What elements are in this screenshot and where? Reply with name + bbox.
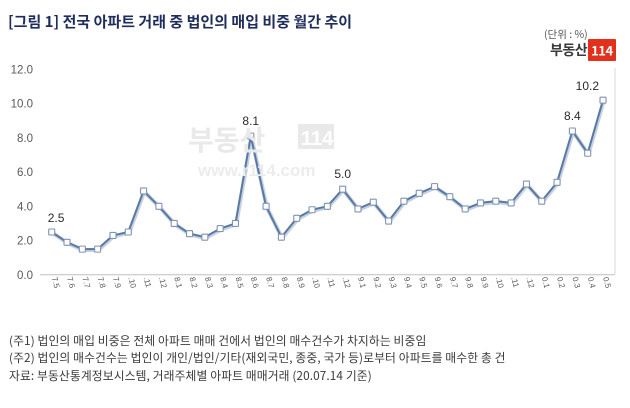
svg-text:8.9: 8.9 — [295, 276, 307, 290]
svg-text:0.2: 0.2 — [555, 276, 567, 290]
svg-text:7.7: 7.7 — [80, 276, 92, 290]
svg-text:8.5: 8.5 — [234, 276, 246, 290]
svg-text:.10: .10 — [310, 276, 322, 290]
svg-text:4.0: 4.0 — [17, 201, 33, 213]
svg-text:8.3: 8.3 — [203, 276, 215, 290]
svg-text:5.0: 5.0 — [334, 167, 351, 181]
svg-text:8.8: 8.8 — [279, 276, 291, 290]
svg-text:12.0: 12.0 — [11, 64, 33, 76]
svg-text:10.0: 10.0 — [11, 99, 33, 111]
svg-text:7.5: 7.5 — [50, 276, 62, 290]
svg-text:9.5: 9.5 — [417, 276, 429, 290]
svg-text:8.4: 8.4 — [218, 276, 230, 290]
svg-text:.10: .10 — [494, 276, 506, 290]
svg-text:7.9: 7.9 — [111, 276, 123, 290]
svg-text:9.4: 9.4 — [402, 276, 414, 290]
svg-text:9.7: 9.7 — [448, 276, 460, 290]
svg-text:6.0: 6.0 — [17, 167, 33, 179]
svg-text:9.2: 9.2 — [371, 276, 383, 290]
svg-text:.12: .12 — [157, 276, 169, 290]
svg-text:.12: .12 — [524, 276, 536, 290]
svg-text:8.0: 8.0 — [17, 133, 33, 145]
svg-text:9.6: 9.6 — [433, 276, 445, 290]
svg-text:0.5: 0.5 — [601, 276, 613, 290]
svg-text:8.1: 8.1 — [242, 114, 259, 128]
svg-text:9.9: 9.9 — [479, 276, 491, 290]
svg-text:7.6: 7.6 — [65, 276, 77, 290]
svg-text:8.4: 8.4 — [564, 109, 581, 123]
svg-text:9.1: 9.1 — [356, 276, 368, 290]
svg-text:2.0: 2.0 — [17, 236, 33, 248]
svg-text:0.4: 0.4 — [586, 276, 598, 290]
svg-text:0.1: 0.1 — [540, 276, 552, 290]
svg-text:.11: .11 — [142, 276, 154, 289]
svg-text:0.3: 0.3 — [570, 276, 582, 290]
svg-text:.10: .10 — [126, 276, 138, 290]
svg-text:.12: .12 — [341, 276, 353, 290]
svg-text:.11: .11 — [509, 276, 521, 289]
svg-text:8.6: 8.6 — [249, 276, 261, 290]
svg-text:7.8: 7.8 — [96, 276, 108, 290]
svg-text:10.2: 10.2 — [576, 79, 600, 93]
svg-text:8.7: 8.7 — [264, 276, 276, 290]
svg-text:0.0: 0.0 — [17, 270, 33, 282]
svg-text:9.8: 9.8 — [463, 276, 475, 290]
svg-text:9.3: 9.3 — [387, 276, 399, 290]
svg-text:.11: .11 — [325, 276, 337, 289]
svg-text:8.1: 8.1 — [172, 276, 184, 290]
svg-text:2.5: 2.5 — [48, 211, 65, 225]
svg-text:8.2: 8.2 — [188, 276, 200, 290]
